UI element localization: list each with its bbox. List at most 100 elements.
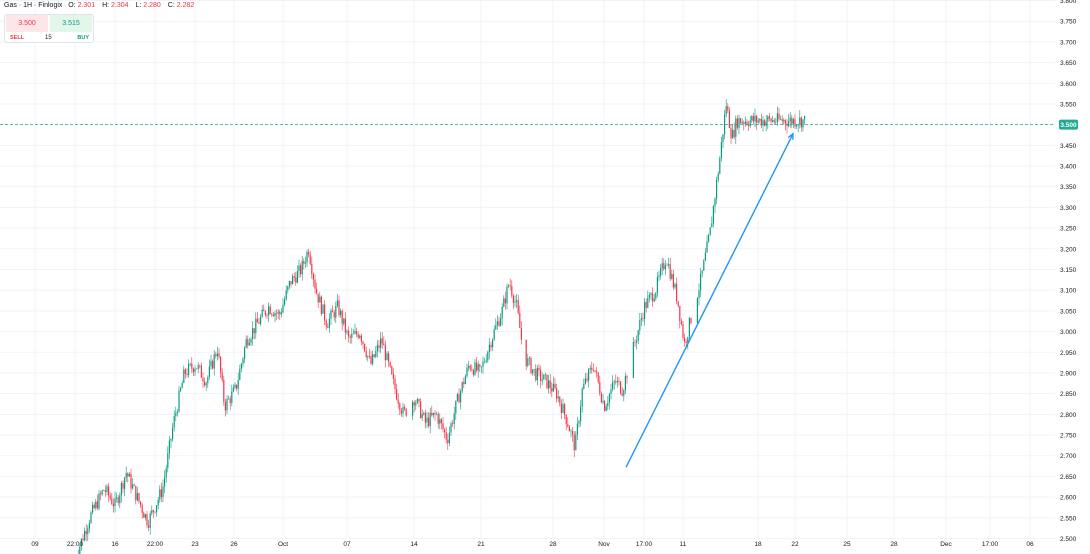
candle-body — [799, 117, 801, 125]
candle-body — [354, 330, 356, 334]
candle-body — [221, 372, 223, 380]
candle-body — [189, 363, 191, 365]
candle-body — [122, 483, 124, 489]
candle-body — [792, 119, 794, 124]
candle-body — [620, 381, 622, 394]
y-tick-label: 3.650 — [1060, 60, 1077, 67]
y-tick-label: 3.750 — [1060, 19, 1077, 26]
candle-body — [525, 339, 527, 366]
candle-body — [255, 318, 257, 334]
candle-body — [437, 413, 439, 424]
candle-body — [360, 335, 362, 342]
y-tick-label: 2.850 — [1060, 391, 1077, 398]
candle-body — [340, 310, 342, 316]
candle-body — [748, 124, 750, 127]
candle-body — [604, 401, 606, 411]
y-tick-label: 3.150 — [1060, 267, 1077, 274]
candle-body — [183, 369, 185, 383]
x-tick-label: 18 — [754, 541, 762, 548]
candle-body — [455, 400, 457, 414]
candle-body — [312, 274, 314, 280]
x-tick-label: 09 — [31, 541, 39, 548]
candle-body — [218, 353, 220, 358]
candle-body — [712, 206, 714, 224]
candle-body — [439, 419, 441, 424]
candle-body — [194, 368, 196, 373]
y-tick-label: 3.000 — [1060, 329, 1077, 336]
candle-body — [765, 121, 767, 126]
candle-body — [730, 127, 732, 139]
current-price-badge — [1059, 119, 1078, 130]
candle-body — [101, 490, 103, 495]
candle-body — [557, 396, 559, 399]
candle-body — [688, 317, 690, 338]
candle-body — [498, 321, 500, 326]
candle-body — [391, 366, 393, 375]
candle-body — [668, 264, 670, 266]
candle-body — [364, 343, 366, 352]
candle-body — [623, 390, 625, 396]
candle-body — [733, 129, 735, 137]
candle-body — [192, 368, 194, 373]
candle-body — [381, 338, 383, 344]
candle-body — [653, 298, 655, 302]
candle-body — [247, 339, 249, 346]
candle-body — [226, 398, 228, 411]
candle-body — [132, 484, 134, 489]
candle-body — [277, 311, 279, 314]
candle-body — [696, 298, 698, 323]
candle-body — [660, 268, 662, 276]
candle-body — [746, 121, 748, 125]
legend-open: 2.301 — [77, 2, 96, 9]
current-price-tag: 3.500 — [1059, 119, 1078, 130]
candle-body — [594, 370, 596, 372]
candle-body — [220, 357, 222, 373]
candle-body — [106, 486, 108, 492]
candle-body — [724, 114, 726, 135]
candle-body — [749, 120, 751, 127]
candle-body — [445, 432, 447, 440]
candle-body — [311, 263, 313, 275]
candle-body — [416, 399, 418, 403]
current-price-label: 3.500 — [1060, 122, 1077, 129]
candle-body — [426, 417, 428, 423]
candle-body — [336, 300, 338, 307]
buy-button[interactable]: 3.515 — [50, 15, 92, 32]
candle-body — [301, 261, 303, 275]
candle-body — [424, 412, 426, 423]
candle-body — [303, 261, 305, 264]
candle-body — [608, 394, 610, 403]
quantity-input[interactable]: 15 — [45, 35, 52, 41]
candle-body — [316, 288, 318, 294]
candle-body — [797, 124, 799, 126]
legend-high: 2.304 — [111, 2, 129, 9]
candle-body — [760, 118, 762, 126]
candle-body — [388, 353, 390, 363]
y-tick-label: 3.350 — [1060, 184, 1077, 191]
candle-body — [116, 497, 118, 499]
candle-body — [527, 358, 529, 366]
y-tick-label: 2.900 — [1060, 370, 1077, 377]
candle-body — [317, 293, 319, 303]
candle-body — [775, 122, 777, 123]
candle-body — [359, 335, 361, 338]
candle-body — [656, 276, 658, 293]
candle-body — [80, 538, 82, 547]
candle-body — [663, 263, 665, 270]
candle-body — [546, 374, 548, 389]
candle-body — [636, 340, 638, 343]
candle-body — [268, 306, 270, 316]
x-tick-label: 16 — [111, 541, 119, 548]
y-tick-label: 2.650 — [1060, 474, 1077, 481]
candle-body — [554, 383, 556, 389]
candle-body — [376, 345, 378, 352]
candle-body — [240, 363, 242, 369]
candle-body — [103, 490, 105, 491]
candle-body — [568, 426, 570, 432]
sell-button[interactable]: 3.500 — [6, 15, 48, 32]
candle-body — [244, 347, 246, 359]
candle-body — [149, 513, 151, 528]
candle-body — [295, 277, 297, 283]
y-tick-label: 2.500 — [1060, 536, 1077, 543]
